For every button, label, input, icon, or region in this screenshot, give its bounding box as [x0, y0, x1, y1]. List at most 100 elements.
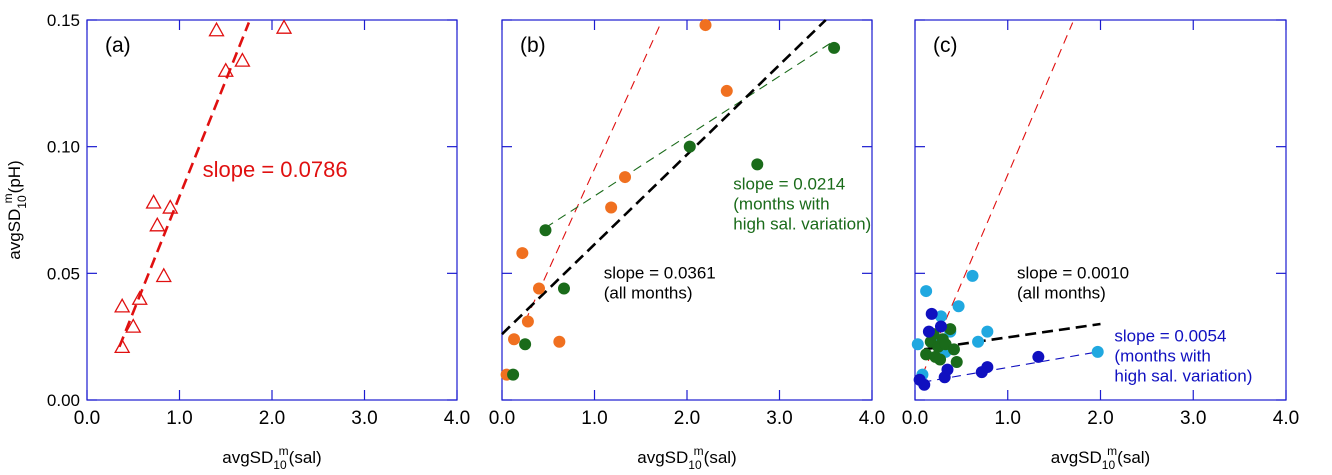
plot-frame [86, 19, 458, 401]
data-point [149, 216, 166, 232]
data-point [699, 19, 712, 32]
x-tick-label: 4.0 [444, 408, 470, 429]
data-point [981, 325, 994, 338]
annotation-line: (all months) [1017, 283, 1106, 302]
panel-b-fits [501, 19, 836, 336]
y-axis-label: avgSD10m(pH) [1, 160, 29, 259]
annotation-line: slope = 0.0214 [733, 175, 845, 194]
y-tick-label: 0.05 [47, 264, 80, 283]
data-point [720, 84, 733, 97]
panel-b-ticks: 0.0 1.0 2.0 3.0 4.0 [489, 408, 885, 429]
x-tick-label: 0.0 [489, 408, 515, 429]
annotation-line: high sal. variation) [733, 215, 871, 234]
data-point [234, 52, 251, 67]
y-tick-label: 0.10 [47, 138, 80, 157]
data-point [950, 356, 963, 368]
data-point [911, 338, 924, 351]
x-label-subscript: 10 [688, 458, 702, 472]
y-label-main: avgSD [5, 209, 24, 260]
data-point [553, 335, 566, 348]
panel-a-label: (a) [105, 34, 131, 57]
data-point [920, 285, 933, 298]
panel-b-x-axis-label: avgSD10m(sal) [637, 444, 736, 472]
x-tick-label: 2.0 [674, 408, 700, 429]
data-point [952, 300, 965, 313]
panel-b-annotations: slope = 0.0214 (months with high sal. vari… [604, 175, 871, 303]
annotation: slope = 0.0054 (months with high sal. vari… [1114, 327, 1252, 386]
data-point [521, 315, 534, 328]
annotation-line: slope = 0.0361 [604, 263, 716, 282]
annotation: slope = 0.0361 (all months) [604, 263, 716, 302]
annotation-line: (months with [733, 195, 829, 214]
data-point [1032, 350, 1045, 363]
panel-b: (b) slope = 0.0214 (months with high sal. … [489, 19, 885, 472]
x-label-main: avgSD [222, 448, 273, 467]
data-point [533, 282, 545, 295]
x-tick-label: 1.0 [581, 408, 607, 429]
data-point [941, 363, 954, 376]
panel-c-label: (c) [933, 34, 958, 57]
panel-c-ticks: 0.0 1.0 2.0 3.0 4.0 [902, 408, 1299, 429]
fit-line [924, 322, 1101, 351]
data-point [1091, 345, 1104, 358]
data-point [275, 19, 293, 34]
annotation-line: (months with [1114, 347, 1210, 366]
data-point [114, 297, 131, 313]
annotation-line: slope = 0.0054 [1114, 327, 1226, 346]
panel-a-x-axis-label: avgSD10m(sal) [222, 444, 321, 472]
panel-c: (c) slope = 0.0010 (all months)slope = 0.… [902, 19, 1299, 472]
panel-b-axes [501, 19, 873, 401]
annotation-line: (all months) [604, 283, 693, 302]
x-label-tail: (sal) [289, 448, 322, 467]
y-tick-label: 0.15 [47, 11, 80, 30]
x-tick-label: 3.0 [351, 408, 377, 429]
data-point [934, 320, 947, 333]
annotation-line: slope = 0.0010 [1017, 263, 1129, 282]
panel-c-x-axis-label: avgSD10m(sal) [1051, 444, 1150, 472]
annotation: slope = 0.0786 [203, 157, 348, 182]
x-tick-label: 3.0 [1180, 408, 1206, 429]
data-point [519, 338, 532, 351]
x-label-tail: (sal) [704, 448, 737, 467]
annotation: slope = 0.0214 (months with high sal. vari… [733, 175, 871, 234]
panel-a-ticks: 0.0 1.0 2.0 3.0 4.0 0.00 0.05 0.10 0.15 [47, 11, 470, 429]
x-tick-label: 2.0 [259, 408, 285, 429]
x-label-superscript: m [1107, 444, 1117, 458]
data-point [155, 267, 172, 283]
fit-line [545, 39, 836, 229]
x-tick-label: 0.0 [74, 408, 100, 429]
panel-b-points [500, 19, 841, 381]
data-point [619, 171, 632, 184]
data-point [934, 353, 947, 366]
data-point [217, 62, 234, 77]
data-point [966, 269, 979, 282]
data-point [557, 282, 570, 295]
data-point [208, 21, 225, 37]
data-point [925, 307, 938, 320]
data-point [114, 338, 131, 354]
y-label-superscript: m [1, 193, 15, 203]
y-tick-label: 0.00 [47, 391, 80, 410]
panel-a: (a) slope = 0.0786 0.0 1.0 2.0 3.0 4.00.000.… [47, 11, 470, 472]
data-point [972, 335, 985, 348]
x-tick-label: 4.0 [859, 408, 885, 429]
x-tick-label: 0.0 [902, 408, 928, 429]
panel-c-fits [921, 22, 1101, 383]
data-point [683, 140, 696, 153]
x-label-tail: (sal) [1117, 448, 1150, 467]
data-point [507, 368, 520, 381]
panel-a-axes [86, 19, 458, 401]
fit-line [501, 19, 827, 336]
x-label-subscript: 10 [273, 458, 287, 472]
data-point [828, 41, 841, 54]
data-point [920, 348, 933, 361]
x-tick-label: 2.0 [1087, 408, 1113, 429]
annotation: slope = 0.0010 (all months) [1017, 263, 1129, 302]
data-point [162, 199, 179, 214]
data-point [947, 343, 960, 356]
data-point [125, 318, 142, 333]
annotation-line: high sal. variation) [1114, 367, 1252, 386]
panel-a-points [114, 19, 293, 354]
fit-line [524, 22, 662, 322]
